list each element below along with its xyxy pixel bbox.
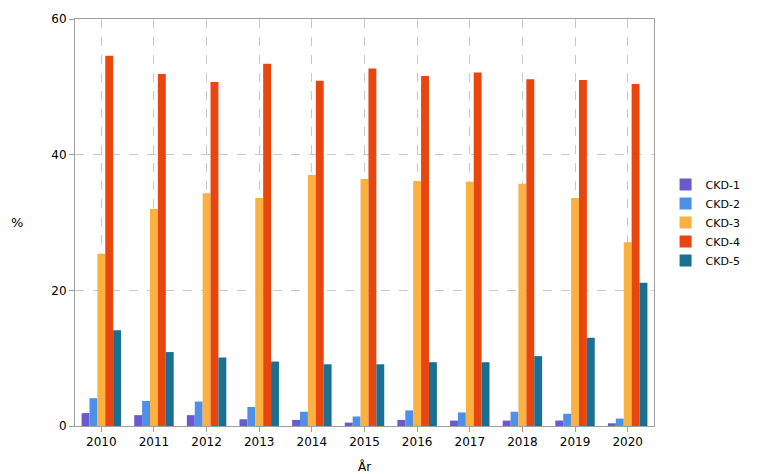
svg-text:CKD-2: CKD-2 bbox=[706, 198, 740, 211]
svg-text:40: 40 bbox=[51, 148, 66, 162]
svg-text:2019: 2019 bbox=[560, 435, 591, 449]
svg-text:CKD-1: CKD-1 bbox=[706, 179, 740, 192]
svg-text:20: 20 bbox=[51, 284, 66, 298]
svg-text:60: 60 bbox=[51, 12, 66, 26]
svg-text:2020: 2020 bbox=[612, 435, 643, 449]
svg-text:2018: 2018 bbox=[507, 435, 538, 449]
svg-text:0: 0 bbox=[59, 419, 67, 433]
svg-text:2012: 2012 bbox=[191, 435, 222, 449]
svg-text:År: År bbox=[358, 459, 371, 474]
svg-text:CKD-3: CKD-3 bbox=[706, 217, 740, 230]
svg-text:%: % bbox=[11, 215, 23, 230]
svg-text:2017: 2017 bbox=[454, 435, 485, 449]
svg-text:CKD-5: CKD-5 bbox=[706, 255, 740, 268]
svg-text:2015: 2015 bbox=[349, 435, 380, 449]
svg-text:2016: 2016 bbox=[402, 435, 433, 449]
svg-text:CKD-4: CKD-4 bbox=[706, 236, 740, 249]
svg-text:2010: 2010 bbox=[86, 435, 117, 449]
svg-text:2011: 2011 bbox=[139, 435, 170, 449]
svg-text:2013: 2013 bbox=[244, 435, 275, 449]
svg-text:2014: 2014 bbox=[297, 435, 328, 449]
